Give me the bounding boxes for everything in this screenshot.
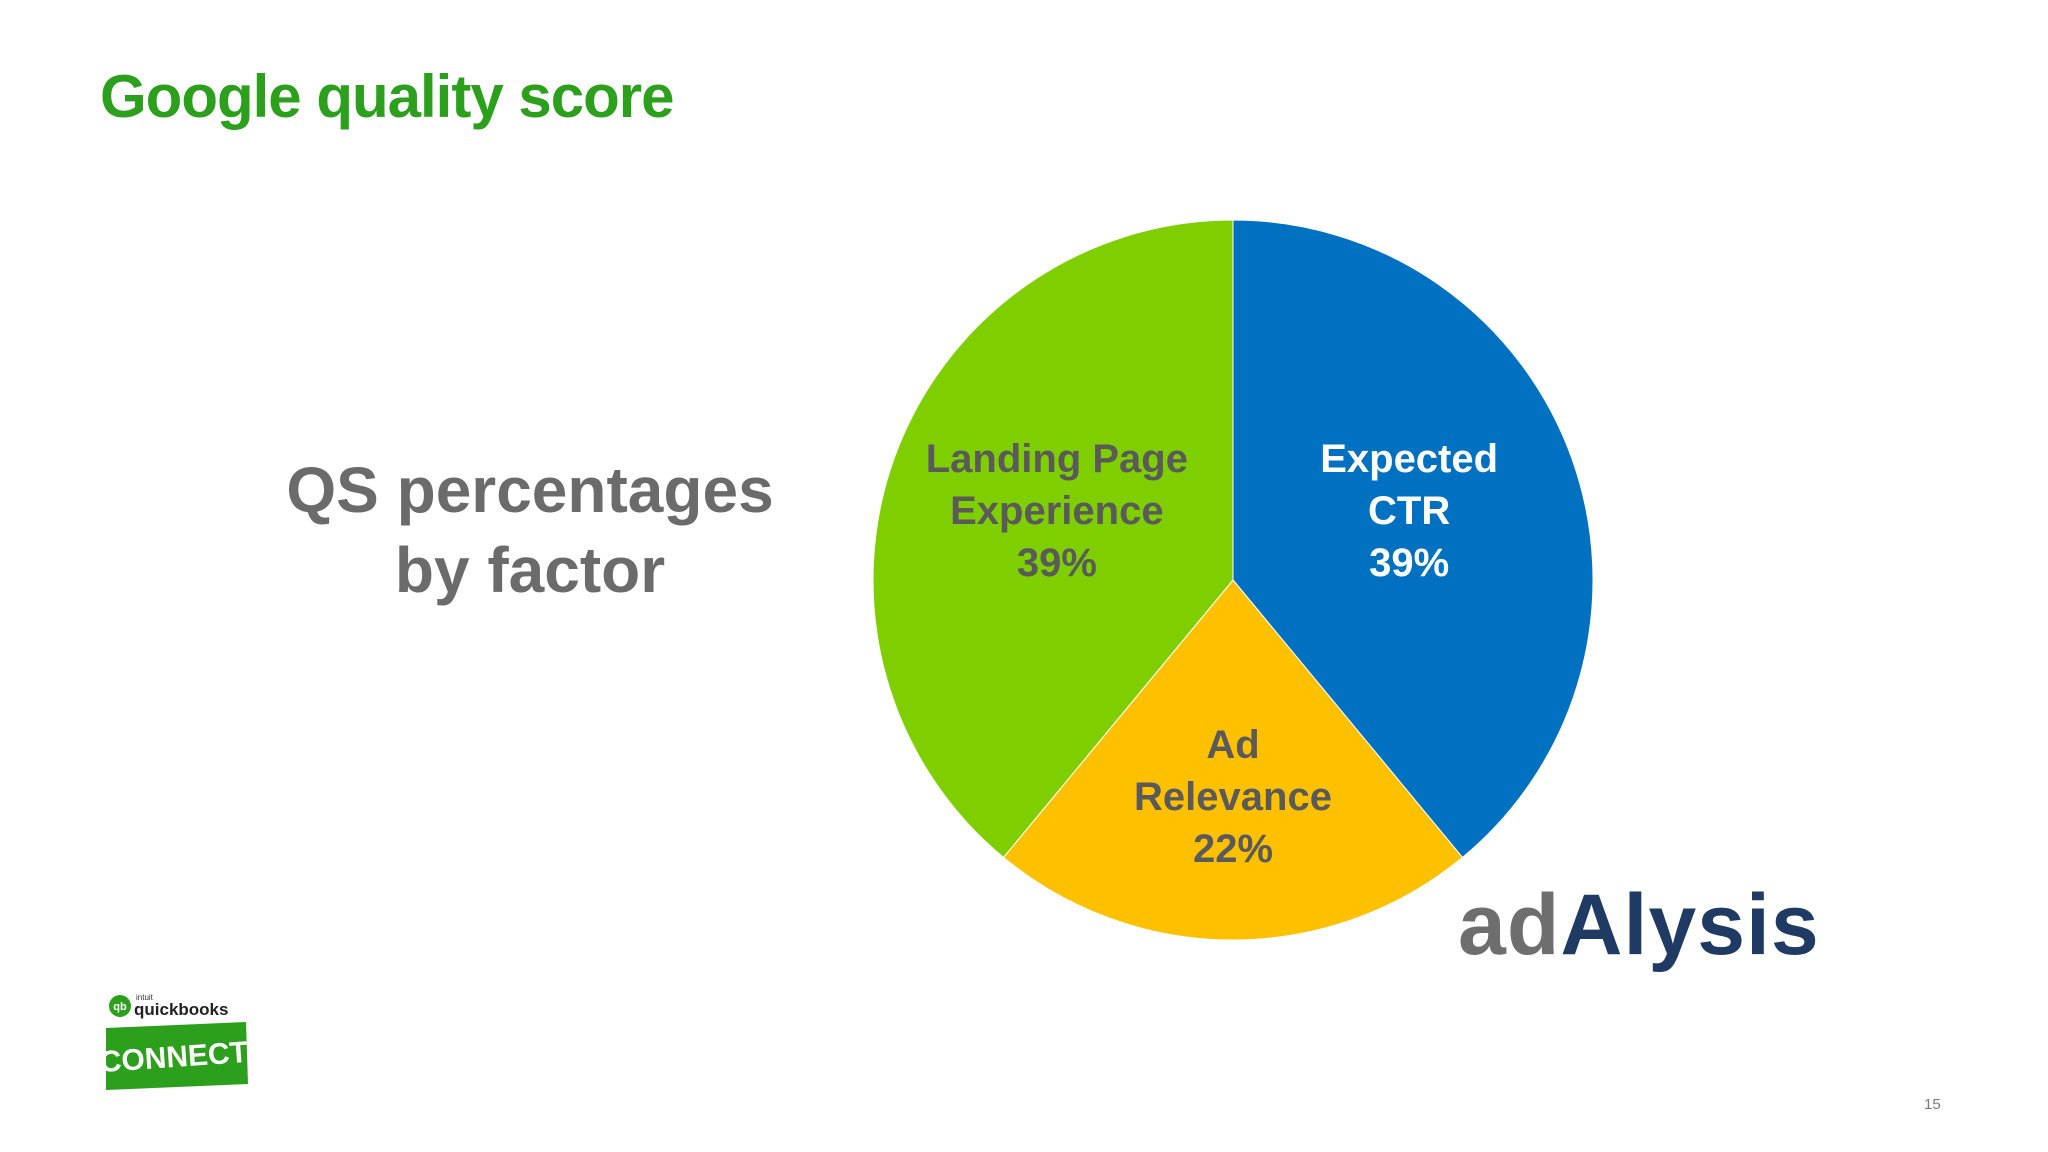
pie-category-label-2: Landing Page <box>926 437 1188 481</box>
adalysis-logo: adAlysis <box>1458 876 1820 975</box>
pie-category-label-0: Expected <box>1320 437 1498 481</box>
adalysis-logo-ad: ad <box>1458 877 1561 973</box>
quickbooks-connect-logo: qb intuit quickbooks CONNECT <box>104 993 249 1090</box>
pie-slice-2 <box>872 219 1234 859</box>
quickbooks-intuit-text: intuit <box>136 993 154 1002</box>
adalysis-logo-alysis: Alysis <box>1560 877 1820 973</box>
pie-slice-0 <box>1232 219 1594 859</box>
chart-subtitle: QS percentages by factor <box>230 450 830 610</box>
quickbooks-name-text: quickbooks <box>134 1000 228 1019</box>
pie-category-label-0: CTR <box>1368 489 1450 533</box>
page-number: 15 <box>1924 1096 1941 1113</box>
pie-category-label-2: Experience <box>950 489 1163 533</box>
svg-text:qb: qb <box>113 1001 127 1013</box>
pie-value-label-0: 39% <box>1369 541 1449 585</box>
pie-category-label-1: Ad <box>1206 723 1259 767</box>
connect-banner <box>106 1022 248 1090</box>
quickbooks-icon <box>109 995 131 1017</box>
pie-slice-1 <box>1002 579 1464 941</box>
pie-value-label-1: 22% <box>1193 827 1273 871</box>
pie-category-label-1: Relevance <box>1134 775 1332 819</box>
subtitle-line-2: by factor <box>394 534 666 606</box>
pie-value-label-2: 39% <box>1017 541 1097 585</box>
subtitle-line-1: QS percentages <box>286 454 774 526</box>
slide-title: Google quality score <box>100 63 674 130</box>
